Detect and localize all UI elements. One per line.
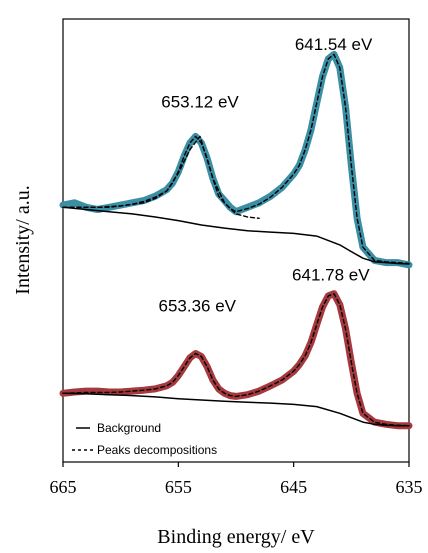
legend: Background Peaks decompositions [72,421,217,457]
x-tick-label-645: 645 [280,477,307,497]
annotation-layer: 641.54 eV 653.12 eV 641.78 eV 653.36 eV [158,35,372,315]
series-lower-fit [62,293,410,427]
legend-background-label: Background [97,421,161,435]
series-upper-data [59,50,413,269]
peak-annotation-1: 653.12 eV [161,93,239,112]
series-upper-component [62,135,260,220]
legend-peaks-label: Peaks decompositions [97,443,217,457]
x-axis-label: Binding energy/ eV [157,526,315,548]
peak-annotation-3: 653.36 eV [158,296,236,315]
x-tick-label-665: 665 [50,477,77,497]
series-upper-background [62,206,410,265]
x-axis-tick-labels: 665 655 645 635 [50,477,423,497]
series-upper-fit [62,53,410,265]
series-layer [59,50,413,430]
peak-annotation-2: 641.78 eV [292,265,370,284]
plot-frame [62,18,410,463]
y-axis-label: Intensity/ a.u. [12,185,34,294]
series-lower-background [62,392,410,427]
x-tick-label-635: 635 [396,477,423,497]
peak-annotation-0: 641.54 eV [295,35,373,54]
x-tick-label-655: 655 [165,477,192,497]
x-axis-ticks [62,462,410,467]
